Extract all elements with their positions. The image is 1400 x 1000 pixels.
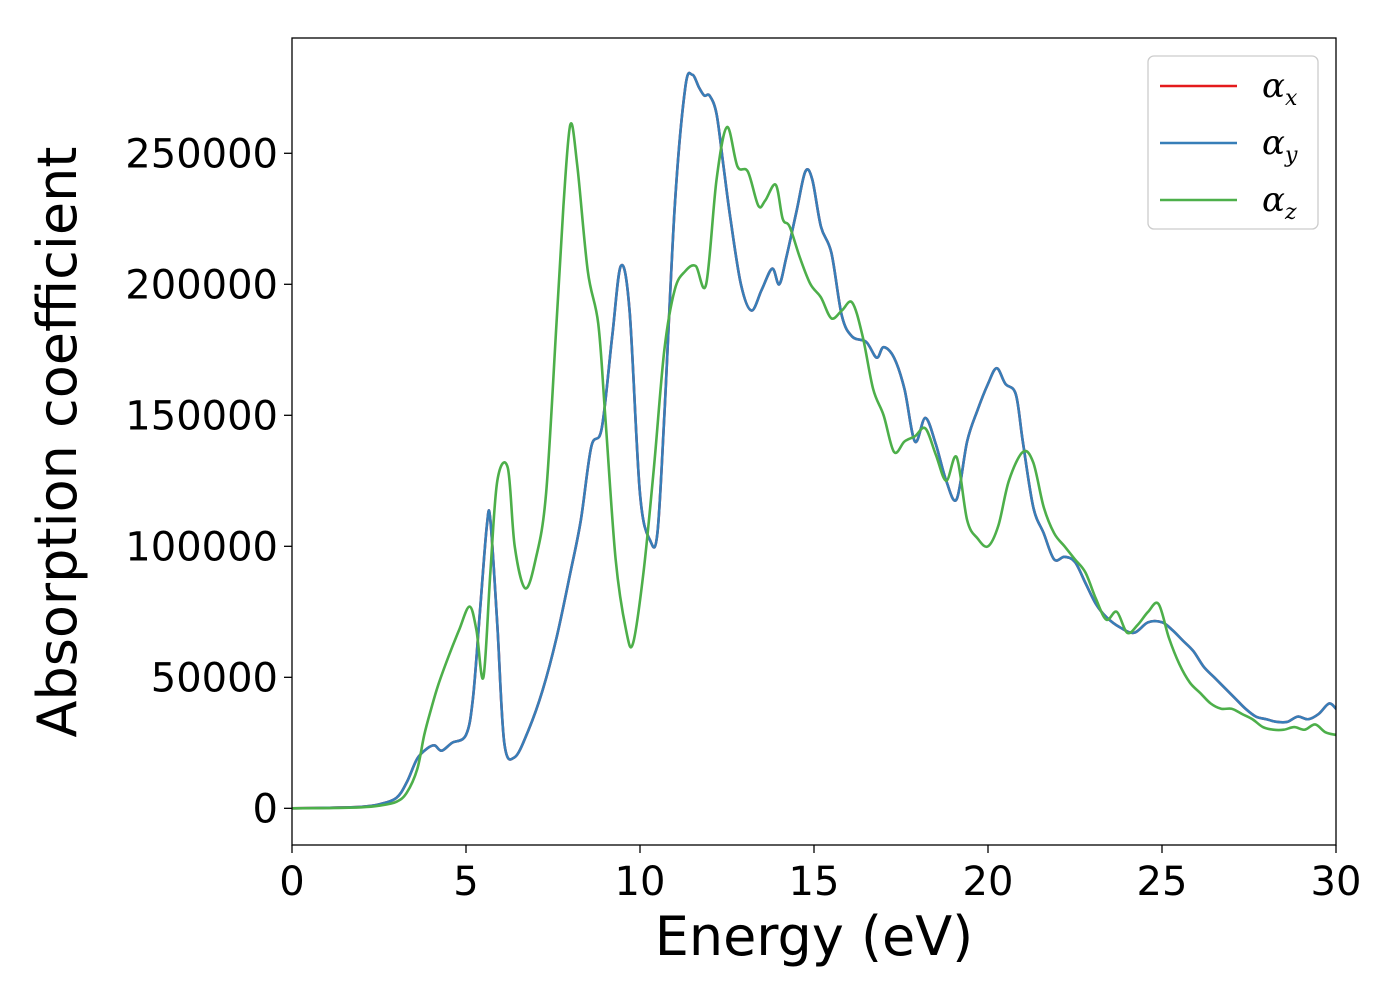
x-tick-label: 10 xyxy=(615,859,666,905)
x-axis-ticks: 0 5 10 15 20 25 30 xyxy=(279,845,1361,905)
series-line-z xyxy=(292,122,1336,810)
series-layer xyxy=(292,71,1336,810)
y-tick-label: 0 xyxy=(253,786,278,832)
x-axis-title: Energy (eV) xyxy=(655,905,974,968)
y-tick-label: 150000 xyxy=(125,393,278,439)
legend: αx αy αz xyxy=(1147,55,1319,230)
plot-area xyxy=(291,37,1337,846)
x-tick-label: 5 xyxy=(453,859,478,905)
y-tick-label: 200000 xyxy=(125,262,278,308)
series-line-y xyxy=(292,71,1336,810)
legend-label-y: αy xyxy=(1262,123,1298,168)
x-tick-label: 20 xyxy=(963,859,1014,905)
x-tick-label: 25 xyxy=(1137,859,1188,905)
legend-label-x: αx xyxy=(1262,66,1298,111)
legend-label-z: αz xyxy=(1262,180,1297,225)
x-tick-label: 30 xyxy=(1311,859,1362,905)
y-tick-label: 100000 xyxy=(125,524,278,570)
y-axis-ticks: 0 50000 100000 150000 200000 250000 xyxy=(125,131,292,832)
x-tick-label: 0 xyxy=(279,859,304,905)
y-tick-label: 250000 xyxy=(125,131,278,177)
x-tick-label: 15 xyxy=(789,859,840,905)
y-tick-label: 50000 xyxy=(151,655,278,701)
y-axis-title: Absorption coefficient xyxy=(26,147,89,738)
